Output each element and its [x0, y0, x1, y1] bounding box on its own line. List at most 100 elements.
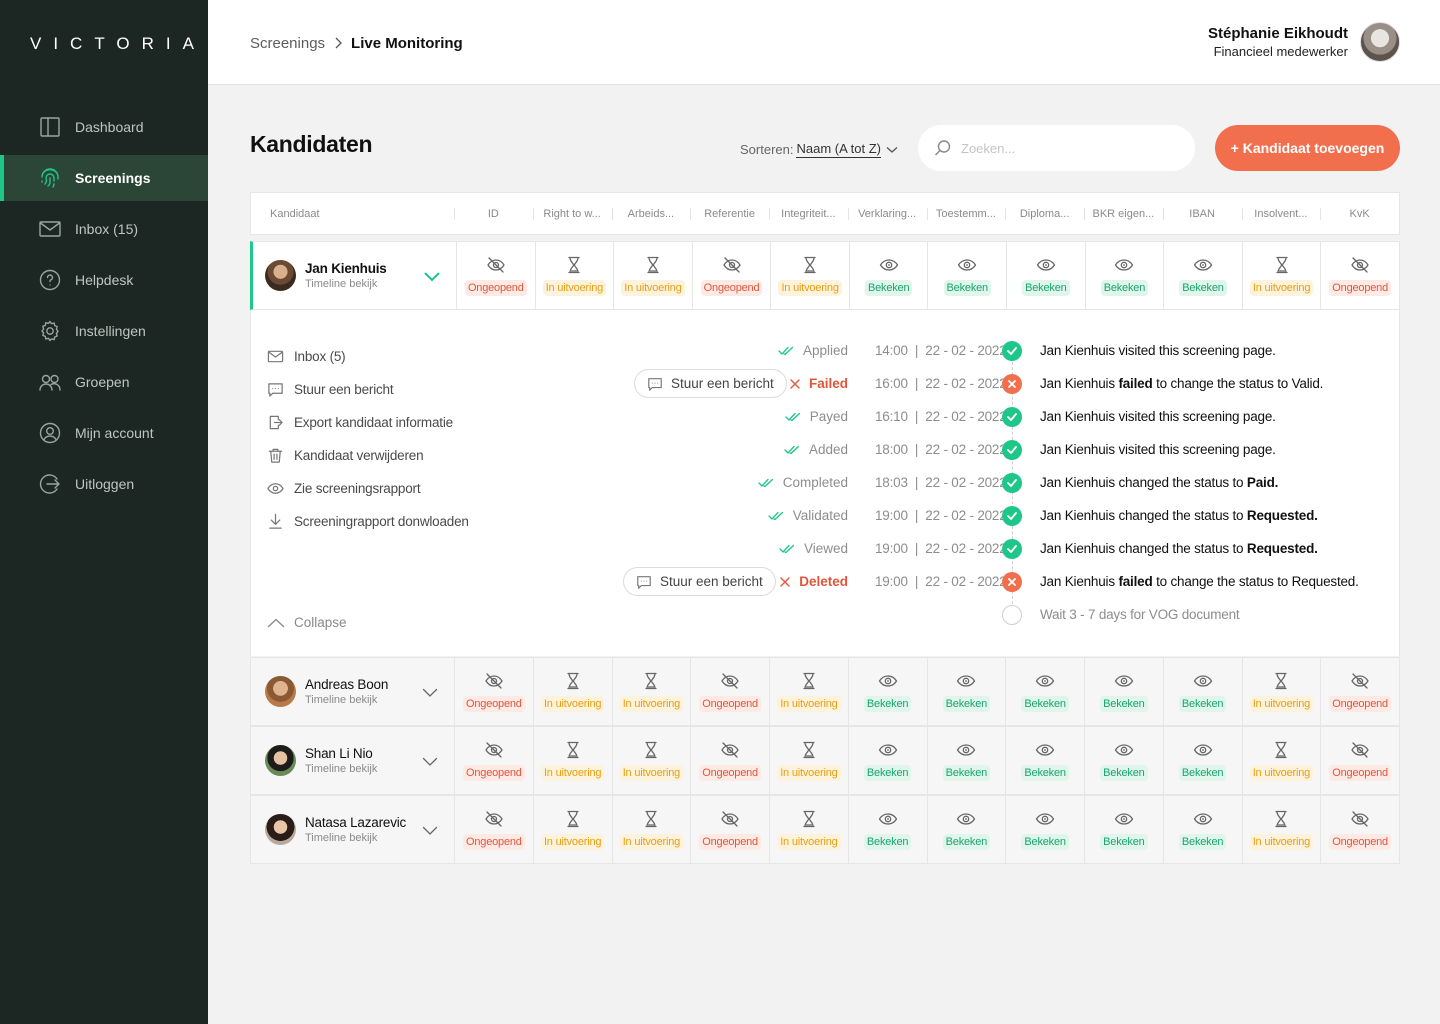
timeline-link[interactable]: Timeline bekijk [305, 832, 378, 844]
breadcrumb-root[interactable]: Screenings [250, 35, 326, 52]
status-cell[interactable]: Bekeken [1162, 727, 1242, 794]
status-cell[interactable]: Bekeken [1084, 242, 1164, 309]
status-cell[interactable]: Bekeken [926, 796, 1006, 863]
status-cell[interactable]: In uitvoering [613, 242, 692, 309]
column-header[interactable]: Insolvent... [1241, 207, 1321, 220]
status-cell[interactable]: In uitvoering [770, 242, 849, 309]
status-cell[interactable]: Ongeopend [456, 242, 535, 309]
column-header[interactable]: Diploma... [1005, 207, 1084, 220]
candidate-cell[interactable]: Shan Li Nio Timeline bekijk [251, 727, 454, 794]
search-input[interactable] [961, 140, 1161, 156]
column-header[interactable]: KvK [1320, 207, 1399, 220]
status-cell[interactable]: Bekeken [927, 242, 1006, 309]
status-cell[interactable]: In uitvoering [1241, 658, 1321, 725]
sidebar-item-screenings[interactable]: Screenings [0, 155, 208, 201]
status-cell[interactable]: Bekeken [1005, 796, 1084, 863]
status-cell[interactable]: In uitvoering [611, 796, 691, 863]
status-cell[interactable]: In uitvoering [611, 658, 691, 725]
sidebar-item-mijn-account[interactable]: Mijn account [0, 410, 208, 456]
status-cell[interactable]: Ongeopend [690, 658, 769, 725]
status-cell[interactable]: Ongeopend [690, 727, 769, 794]
status-cell[interactable]: Bekeken [847, 658, 927, 725]
sort-value[interactable]: Naam (A tot Z) [796, 141, 882, 158]
status-cell[interactable]: Bekeken [1006, 242, 1085, 309]
sidebar-item-instellingen[interactable]: Instellingen [0, 308, 208, 354]
chevron-down-icon[interactable] [422, 685, 438, 703]
column-header-candidate[interactable]: Kandidaat [270, 207, 320, 220]
chevron-down-icon[interactable] [422, 823, 438, 841]
status-cell[interactable]: Bekeken [1005, 658, 1084, 725]
status-cell[interactable]: Bekeken [1084, 658, 1163, 725]
status-cell[interactable]: Ongeopend [454, 727, 533, 794]
status-cell[interactable]: Bekeken [848, 242, 928, 309]
column-header[interactable]: Verklaring... [847, 207, 927, 220]
status-cell[interactable]: In uitvoering [769, 658, 848, 725]
status-cell[interactable]: In uitvoering [532, 658, 612, 725]
user-info[interactable]: Stéphanie Eikhoudt Financieel medewerker [1208, 25, 1348, 59]
column-header[interactable]: IBAN [1162, 207, 1242, 220]
sidebar-item-groepen[interactable]: Groepen [0, 359, 208, 405]
table-row[interactable]: Andreas Boon Timeline bekijk Ongeopend I… [250, 657, 1400, 726]
status-cell[interactable]: Bekeken [1084, 796, 1163, 863]
send-message-button[interactable]: Stuur een bericht [634, 369, 787, 398]
candidate-cell[interactable]: Andreas Boon Timeline bekijk [251, 658, 454, 725]
column-header[interactable]: Arbeids... [611, 207, 691, 220]
status-cell[interactable]: In uitvoering [1241, 242, 1321, 309]
status-cell[interactable]: In uitvoering [611, 727, 691, 794]
sidebar-item-helpdesk[interactable]: Helpdesk [0, 257, 208, 303]
action-message[interactable]: Stuur een bericht [267, 373, 469, 406]
chevron-down-icon[interactable] [424, 269, 440, 287]
status-cell[interactable]: Bekeken [1005, 727, 1084, 794]
timeline-link[interactable]: Timeline bekijk [305, 278, 378, 290]
status-cell[interactable]: Ongeopend [1320, 658, 1399, 725]
status-cell[interactable]: Bekeken [847, 727, 927, 794]
action-export[interactable]: Export kandidaat informatie [267, 406, 469, 439]
status-cell[interactable]: In uitvoering [769, 796, 848, 863]
status-cell[interactable]: In uitvoering [532, 796, 612, 863]
status-cell[interactable]: Ongeopend [1320, 242, 1399, 309]
timeline-link[interactable]: Timeline bekijk [305, 763, 378, 775]
column-header[interactable]: Toestemm... [926, 207, 1006, 220]
status-cell[interactable]: Ongeopend [1320, 796, 1399, 863]
action-trash[interactable]: Kandidaat verwijderen [267, 439, 469, 472]
status-cell[interactable]: In uitvoering [1241, 796, 1321, 863]
status-cell[interactable]: Bekeken [1084, 727, 1163, 794]
timeline-link[interactable]: Timeline bekijk [305, 694, 378, 706]
column-header[interactable]: Integriteit... [769, 207, 848, 220]
status-cell[interactable]: Ongeopend [690, 796, 769, 863]
add-candidate-button[interactable]: + Kandidaat toevoegen [1215, 125, 1400, 171]
status-cell[interactable]: In uitvoering [534, 242, 614, 309]
status-cell[interactable]: Ongeopend [1320, 727, 1399, 794]
table-row[interactable]: Natasa Lazarevic Timeline bekijk Ongeope… [250, 795, 1400, 864]
table-row[interactable]: Jan Kienhuis Timeline bekijk Ongeopend I… [250, 241, 1400, 310]
status-cell[interactable]: Bekeken [1163, 242, 1242, 309]
action-mail[interactable]: Inbox (5) [267, 340, 469, 373]
status-cell[interactable]: Bekeken [1162, 658, 1242, 725]
sidebar-item-uitloggen[interactable]: Uitloggen [0, 461, 208, 507]
status-cell[interactable]: Bekeken [926, 658, 1006, 725]
column-header[interactable]: ID [454, 207, 533, 220]
table-row[interactable]: Shan Li Nio Timeline bekijk Ongeopend In… [250, 726, 1400, 795]
sort-dropdown[interactable]: Sorteren: Naam (A tot Z) [740, 141, 898, 158]
status-cell[interactable]: Ongeopend [454, 796, 533, 863]
status-cell[interactable]: Ongeopend [454, 658, 533, 725]
user-avatar[interactable] [1360, 22, 1400, 62]
candidate-cell[interactable]: Natasa Lazarevic Timeline bekijk [251, 796, 454, 863]
status-cell[interactable]: Ongeopend [691, 242, 771, 309]
action-download[interactable]: Screeningrapport donwloaden [267, 505, 469, 538]
status-cell[interactable]: Bekeken [847, 796, 927, 863]
column-header[interactable]: Referentie [690, 207, 769, 220]
column-header[interactable]: BKR eigen... [1084, 207, 1163, 220]
column-header[interactable]: Right to w... [532, 207, 612, 220]
candidate-cell[interactable]: Jan Kienhuis Timeline bekijk [253, 242, 456, 309]
status-cell[interactable]: In uitvoering [769, 727, 848, 794]
status-cell[interactable]: In uitvoering [532, 727, 612, 794]
collapse-button[interactable]: Collapse [267, 615, 347, 630]
status-cell[interactable]: In uitvoering [1241, 727, 1321, 794]
chevron-down-icon[interactable] [422, 754, 438, 772]
action-eye[interactable]: Zie screeningsrapport [267, 472, 469, 505]
sidebar-item-dashboard[interactable]: Dashboard [0, 104, 208, 150]
send-message-button[interactable]: Stuur een bericht [623, 567, 776, 596]
status-cell[interactable]: Bekeken [1162, 796, 1242, 863]
status-cell[interactable]: Bekeken [926, 727, 1006, 794]
